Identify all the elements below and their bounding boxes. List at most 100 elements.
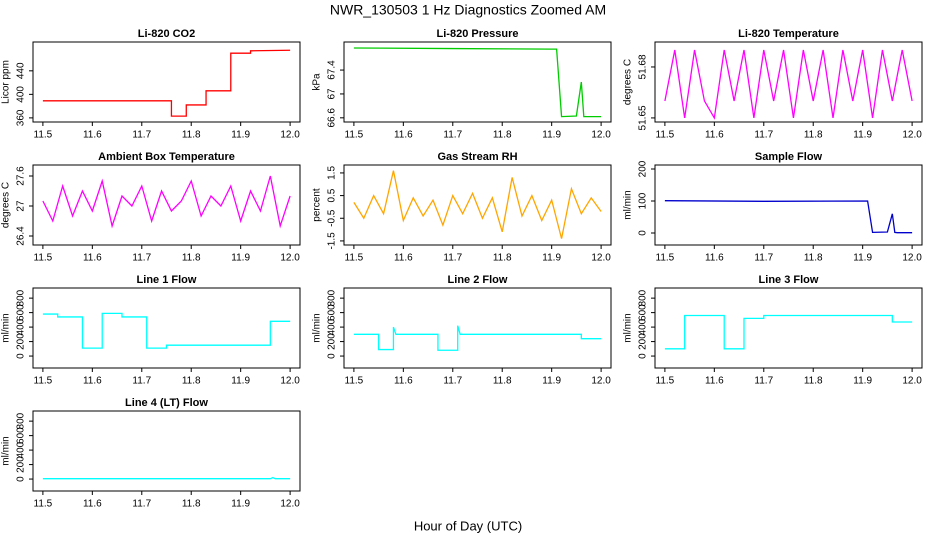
x-tick-label: 11.7 <box>132 376 151 387</box>
panel-title: Line 1 Flow <box>137 274 197 286</box>
x-tick-label: 11.5 <box>656 253 675 264</box>
y-tick-label: 0 <box>638 353 649 359</box>
plot-frame <box>32 410 301 492</box>
x-tick-label: 11.8 <box>182 130 201 141</box>
data-line <box>42 476 291 480</box>
y-tick-label: 600 <box>16 304 27 321</box>
plot-area <box>664 314 913 350</box>
y-tick-label: 600 <box>327 304 338 321</box>
x-tick-label: 11.6 <box>394 253 413 264</box>
plot-area <box>664 200 913 234</box>
y-tick-label: 400 <box>16 441 27 458</box>
x-tick-label: 11.6 <box>394 130 413 141</box>
y-tick-label: 100 <box>638 192 649 209</box>
data-line <box>42 175 291 229</box>
x-tick-label: 12.0 <box>902 130 922 141</box>
x-tick-label: 12.0 <box>902 376 922 387</box>
y-tick-label: 66.6 <box>327 108 338 128</box>
x-tick-label: 11.5 <box>656 376 675 387</box>
y-tick-label: 600 <box>16 427 27 444</box>
x-tick-label: 11.7 <box>443 376 462 387</box>
x-tick-label: 11.7 <box>443 130 462 141</box>
x-tick-label: 12.0 <box>280 376 300 387</box>
x-tick-label: 11.8 <box>493 253 512 264</box>
x-tick-label: 11.5 <box>34 499 53 510</box>
x-tick-label: 11.7 <box>132 130 151 141</box>
y-tick-label: 51.65 <box>638 105 649 130</box>
y-axis-label: ml/min <box>623 313 634 342</box>
y-tick-label: 0 <box>638 230 649 236</box>
plot-area <box>42 312 291 349</box>
y-tick-label: 67.4 <box>327 60 338 80</box>
data-line <box>664 200 913 234</box>
x-tick-label: 11.6 <box>83 130 102 141</box>
plot-area <box>353 47 602 118</box>
y-tick-label: 200 <box>638 333 649 350</box>
plot-area <box>42 49 291 117</box>
y-axis-label: degrees C <box>1 182 12 228</box>
x-tick-label: 11.5 <box>34 376 53 387</box>
y-axis-label: ml/min <box>312 313 323 342</box>
x-tick-label: 11.8 <box>493 130 512 141</box>
x-tick-label: 11.5 <box>656 130 675 141</box>
plot-frame <box>32 41 301 123</box>
x-tick-label: 11.8 <box>182 253 201 264</box>
page-title: NWR_130503 1 Hz Diagnostics Zoomed AM <box>330 2 606 18</box>
x-tick-label: 11.9 <box>231 376 250 387</box>
y-tick-label: 27 <box>16 200 27 212</box>
data-line <box>42 312 291 349</box>
x-tick-label: 11.9 <box>231 130 250 141</box>
x-tick-label: 11.6 <box>705 130 724 141</box>
x-tick-label: 11.5 <box>345 376 364 387</box>
panel-title: Li-820 Temperature <box>738 28 839 40</box>
y-tick-label: 26.4 <box>16 226 27 246</box>
x-tick-label: 11.9 <box>853 130 872 141</box>
x-tick-label: 11.5 <box>345 130 364 141</box>
y-tick-label: 800 <box>638 289 649 306</box>
data-line <box>664 49 913 120</box>
y-tick-label: 1.5 <box>327 166 338 180</box>
y-tick-label: 400 <box>16 86 27 103</box>
x-tick-label: 12.0 <box>280 130 300 141</box>
x-tick-label: 11.7 <box>443 253 462 264</box>
plot-frame <box>654 41 923 123</box>
y-axis-label: percent <box>312 188 323 222</box>
x-tick-label: 11.7 <box>754 376 773 387</box>
panel-title: Line 3 Flow <box>759 274 819 286</box>
x-tick-label: 12.0 <box>902 253 922 264</box>
x-tick-label: 11.8 <box>493 376 512 387</box>
y-tick-label: 200 <box>327 333 338 350</box>
x-tick-label: 11.8 <box>182 376 201 387</box>
data-line <box>664 314 913 350</box>
x-tick-label: 12.0 <box>280 499 300 510</box>
y-tick-label: 200 <box>16 333 27 350</box>
x-tick-label: 11.8 <box>182 499 201 510</box>
x-tick-label: 11.6 <box>705 376 724 387</box>
x-tick-label: 12.0 <box>591 253 611 264</box>
y-tick-label: 67 <box>327 88 338 100</box>
y-tick-label: 0.5 <box>327 188 338 202</box>
x-tick-label: 11.5 <box>34 253 53 264</box>
y-tick-label: 800 <box>16 412 27 429</box>
x-tick-label: 11.6 <box>83 376 102 387</box>
y-tick-label: 800 <box>327 289 338 306</box>
x-tick-label: 11.8 <box>804 376 823 387</box>
y-tick-label: 200 <box>638 160 649 177</box>
plot-frame <box>343 164 612 246</box>
y-tick-label: 0 <box>16 353 27 359</box>
y-axis-label: Licor ppm <box>1 60 12 104</box>
plot-area <box>42 476 291 480</box>
plot-area <box>42 175 291 229</box>
y-tick-label: 400 <box>327 318 338 335</box>
y-tick-label: 360 <box>16 109 27 126</box>
x-tick-label: 11.8 <box>804 130 823 141</box>
plot-area <box>353 325 602 351</box>
y-tick-label: 400 <box>638 318 649 335</box>
y-tick-label: 400 <box>16 318 27 335</box>
x-axis-label: Hour of Day (UTC) <box>414 518 522 533</box>
x-tick-label: 11.9 <box>853 253 872 264</box>
x-tick-label: 11.5 <box>345 253 364 264</box>
y-axis-label: ml/min <box>623 190 634 219</box>
x-tick-label: 11.7 <box>754 253 773 264</box>
x-tick-label: 11.6 <box>394 376 413 387</box>
